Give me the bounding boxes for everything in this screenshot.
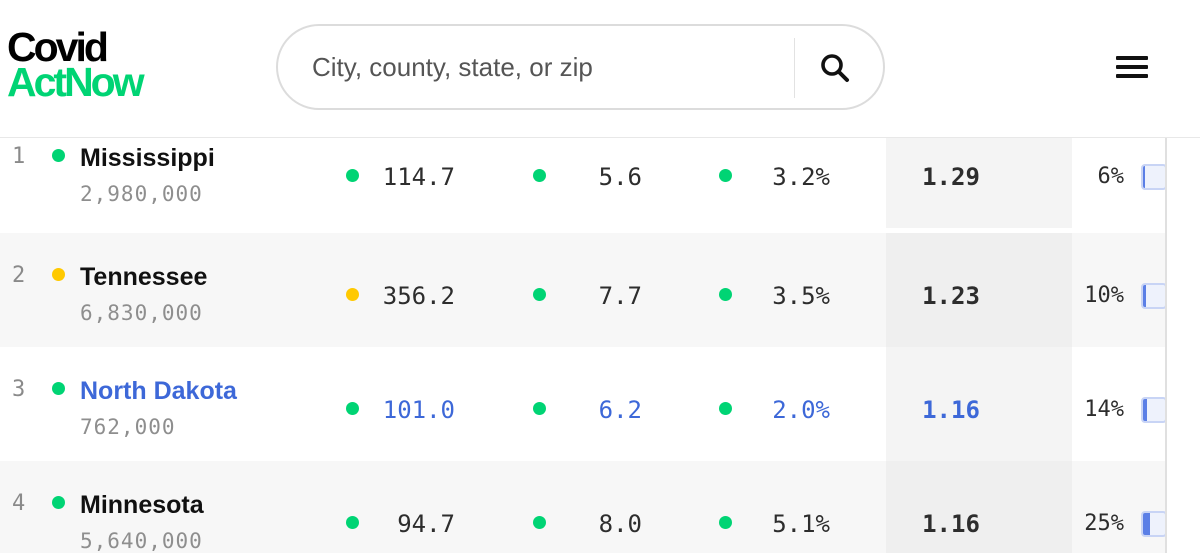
- metric-dot: [719, 288, 732, 301]
- table-row[interactable]: 3 North Dakota 762,000 101.0 6.2 2.0% 1.…: [0, 347, 1166, 461]
- logo-text-covid: Covid: [7, 24, 109, 70]
- search-divider: [794, 38, 795, 98]
- rt-column-bg: [886, 347, 1072, 461]
- vaccinated-progress-bar: [1141, 164, 1166, 190]
- state-population: 6,830,000: [80, 301, 203, 325]
- metric-dot: [533, 402, 546, 415]
- vaccinated-progress-fill: [1143, 513, 1150, 535]
- logo-text-actnow: ActNow: [7, 59, 145, 105]
- positive-test-rate-value: 2.0%: [772, 396, 830, 424]
- vaccinated-progress-bar: [1141, 511, 1166, 537]
- metric-value-2: 5.6: [598, 163, 642, 191]
- rank-number: 2: [12, 263, 26, 288]
- daily-new-cases-value: 356.2: [382, 282, 455, 310]
- metric-value-2: 6.2: [598, 396, 642, 424]
- metric-value-2: 8.0: [598, 510, 642, 538]
- status-dot: [52, 382, 65, 395]
- metric-dot: [533, 169, 546, 182]
- table-row[interactable]: 2 Tennessee 6,830,000 356.2 7.7 3.5% 1.2…: [0, 233, 1166, 347]
- status-dot: [52, 149, 65, 162]
- daily-new-cases-value: 94.7: [397, 510, 455, 538]
- infection-rate-value: 1.16: [922, 396, 980, 424]
- positive-test-rate-value: 3.5%: [772, 282, 830, 310]
- state-population: 5,640,000: [80, 529, 203, 553]
- vaccinated-progress-fill: [1143, 399, 1147, 421]
- daily-new-cases-value: 101.0: [382, 396, 455, 424]
- rank-number: 4: [12, 491, 26, 516]
- vaccinated-percent: 6%: [1097, 164, 1125, 189]
- metric-dot: [719, 169, 732, 182]
- state-ranking-table: 1 Mississippi 2,980,000 114.7 5.6 3.2% 1…: [0, 138, 1166, 553]
- table-row[interactable]: 4 Minnesota 5,640,000 94.7 8.0 5.1% 1.16…: [0, 461, 1166, 553]
- rt-column-bg: [886, 461, 1072, 553]
- vaccinated-progress-fill: [1143, 285, 1146, 307]
- state-name-link[interactable]: Tennessee: [80, 263, 208, 291]
- rt-column-bg: [886, 138, 1072, 228]
- vaccinated-percent: 25%: [1084, 511, 1124, 536]
- metric-dot: [533, 516, 546, 529]
- positive-test-rate-value: 3.2%: [772, 163, 830, 191]
- metric-dot: [719, 516, 732, 529]
- daily-new-cases-value: 114.7: [382, 163, 455, 191]
- top-nav-bar: Covid ActNow: [0, 0, 1200, 138]
- search-box: [276, 24, 885, 110]
- vaccinated-percent: 10%: [1084, 283, 1124, 308]
- metric-dot: [346, 402, 359, 415]
- covid-act-now-logo[interactable]: Covid ActNow: [7, 24, 145, 105]
- hamburger-menu-icon: [1116, 56, 1148, 60]
- rt-column-bg: [886, 233, 1072, 347]
- vaccinated-percent: 14%: [1084, 397, 1124, 422]
- state-population: 2,980,000: [80, 182, 203, 206]
- vaccinated-progress-fill: [1143, 166, 1145, 188]
- search-input[interactable]: [312, 44, 782, 90]
- state-population: 762,000: [80, 415, 176, 439]
- infection-rate-value: 1.23: [922, 282, 980, 310]
- state-name-link[interactable]: Minnesota: [80, 491, 204, 519]
- infection-rate-value: 1.16: [922, 510, 980, 538]
- status-dot: [52, 496, 65, 509]
- vaccinated-progress-bar: [1141, 283, 1166, 309]
- vaccinated-progress-bar: [1141, 397, 1166, 423]
- metric-dot: [346, 288, 359, 301]
- table-row[interactable]: 1 Mississippi 2,980,000 114.7 5.6 3.2% 1…: [0, 138, 1166, 228]
- metric-value-2: 7.7: [598, 282, 642, 310]
- metric-dot: [346, 169, 359, 182]
- rank-number: 1: [12, 144, 26, 169]
- status-dot: [52, 268, 65, 281]
- search-button[interactable]: [808, 44, 862, 92]
- scrollbar-track[interactable]: [1165, 138, 1167, 553]
- state-name-link[interactable]: Mississippi: [80, 144, 215, 172]
- metric-dot: [719, 402, 732, 415]
- infection-rate-value: 1.29: [922, 163, 980, 191]
- metric-dot: [533, 288, 546, 301]
- search-icon: [821, 54, 849, 82]
- hamburger-menu-button[interactable]: [1112, 50, 1152, 84]
- state-name-link[interactable]: North Dakota: [80, 377, 237, 405]
- rank-number: 3: [12, 377, 26, 402]
- positive-test-rate-value: 5.1%: [772, 510, 830, 538]
- metric-dot: [346, 516, 359, 529]
